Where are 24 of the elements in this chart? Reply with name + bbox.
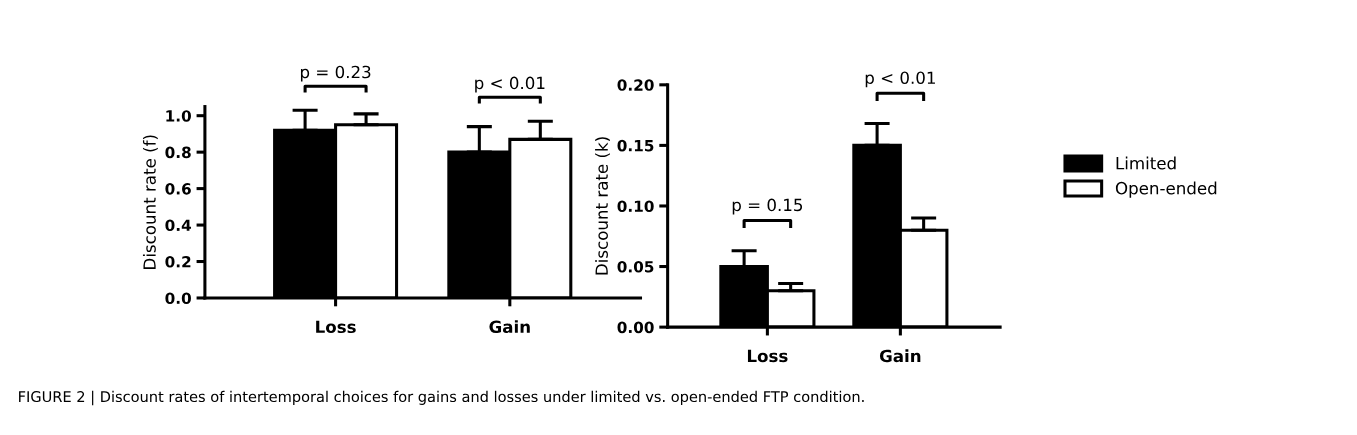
y-tick-label: 1.0: [166, 110, 191, 122]
text: p = 0.23: [300, 65, 371, 82]
y-tick-label: 0.8: [165, 146, 191, 159]
annotation: p < 0.01: [865, 71, 935, 88]
y-tick-label: 0.10: [617, 200, 654, 212]
text: p < 0.01: [475, 76, 545, 93]
y-axis-title: Discount rate (f): [142, 135, 158, 269]
legend-label: Limited: [1116, 156, 1176, 170]
caption: FIGURE 2 | Discount rates of intertemporal choices for gains and losses under limited vs. open-ended FTP condition.: [19, 390, 864, 406]
y-tick-label: 0.2: [165, 255, 191, 268]
y-axis-title: Discount rate (k): [595, 137, 610, 275]
x-tick-label: Gain: [879, 349, 921, 363]
annotation: p = 0.15: [732, 198, 803, 215]
y-tick-label: 0.6: [165, 183, 191, 195]
x-tick-label: Gain: [489, 320, 530, 334]
y-tick-label: 0.15: [617, 139, 654, 152]
x-tick-label: Loss: [316, 320, 356, 334]
y-tick-label: 0.0: [165, 292, 191, 304]
y-tick-label: 0.00: [617, 321, 654, 334]
y-tick-label: 0.05: [617, 261, 654, 273]
y-tick-label: 0.20: [617, 79, 654, 91]
legend-label: Open-ended: [1115, 181, 1217, 198]
x-tick-label: Loss: [747, 349, 788, 363]
y-tick-label: 0.4: [165, 219, 192, 232]
